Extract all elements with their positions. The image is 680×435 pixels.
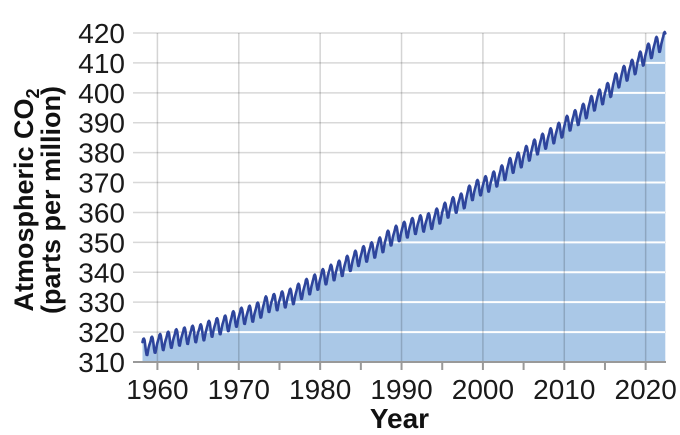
x-axis-title: Year [370,403,429,434]
horizontal-gridlines [133,32,666,333]
x-tick-label: 2020 [615,374,677,405]
vertical-gridlines [156,33,647,362]
y-tick-label: 410 [78,48,125,79]
y-tick-label: 400 [78,78,125,109]
x-tick-label: 1990 [370,374,432,405]
y-tick-label: 340 [78,257,125,288]
y-tick-label: 350 [78,227,125,258]
y-tick-label: 420 [78,18,125,49]
y-tick-label: 320 [78,317,125,348]
x-tick-labels: 1960 1970 1980 1990 2000 2010 2020 [126,374,677,405]
y-tick-label: 370 [78,168,125,199]
x-axis-ticks [156,362,647,370]
y-tick-label: 360 [78,197,125,228]
co2-line [141,30,667,357]
y-axis-title: Atmospheric CO2(parts per million) [9,86,66,314]
x-tick-label: 1980 [289,374,351,405]
y-tick-label: 310 [78,347,125,378]
x-tick-label: 1970 [208,374,270,405]
y-tick-label: 390 [78,108,125,139]
y-tick-label: 380 [78,138,125,169]
x-tick-label: 1960 [126,374,188,405]
co2-area-fill [142,32,666,362]
x-tick-label: 2000 [452,374,514,405]
y-tick-label: 330 [78,287,125,318]
y-axis-title-line2: (parts per million) [36,86,66,314]
x-tick-label: 2010 [533,374,595,405]
y-axis-title-line1: Atmospheric CO2 [9,88,43,311]
